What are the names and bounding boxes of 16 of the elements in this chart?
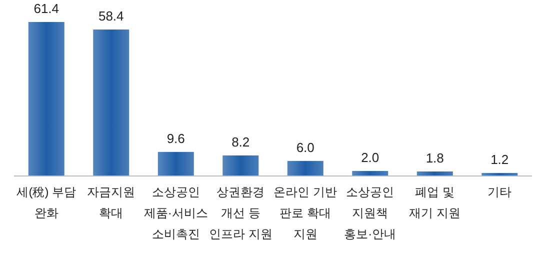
x-tick-label: 세(稅) 부담 완화 <box>16 185 76 220</box>
x-tick-label: 기타 <box>488 185 512 199</box>
x-tick-label: 상권환경 개선 등 인프라 지원 <box>208 185 272 241</box>
data-label: 9.6 <box>166 130 185 146</box>
x-tick-label: 소상공인 제품·서비스 소비촉진 <box>144 185 208 241</box>
data-label: 1.8 <box>426 150 444 166</box>
x-tick-label: 폐업 및 재기 지원 <box>409 185 461 220</box>
data-label: 2.0 <box>361 150 380 165</box>
data-label: 1.2 <box>490 152 509 167</box>
data-label: 61.4 <box>34 1 60 16</box>
x-tick-label: 자금지원 확대 <box>87 185 136 220</box>
x-tick-label: 소상공인 지원책 홍보·안내 <box>344 185 396 241</box>
data-label: 58.4 <box>98 8 124 24</box>
data-label: 8.2 <box>232 134 250 150</box>
data-label: 6.0 <box>296 140 314 155</box>
x-tick-label: 온라인 기반 판로 확대 지원 <box>274 185 338 241</box>
